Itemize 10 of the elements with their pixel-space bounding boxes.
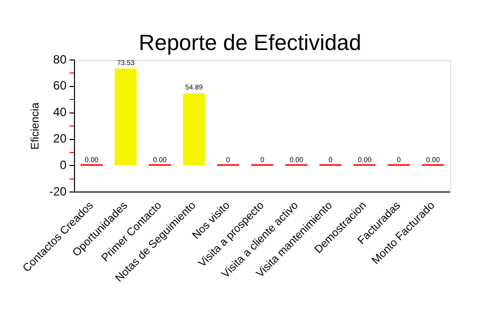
bar (182, 93, 206, 166)
y-tick-label: 60 (53, 78, 67, 93)
bar (114, 68, 137, 166)
y-tick-label: 80 (53, 52, 67, 66)
y-tick-label: -20 (49, 184, 67, 198)
y-tick-label: 20 (53, 132, 67, 146)
chart-title: Reporte de Efectividad (138, 30, 362, 55)
y-tick-label: 40 (53, 105, 67, 120)
y-axis-title: Eficiencia (30, 102, 42, 150)
y-tick-label: 0 (60, 158, 67, 172)
